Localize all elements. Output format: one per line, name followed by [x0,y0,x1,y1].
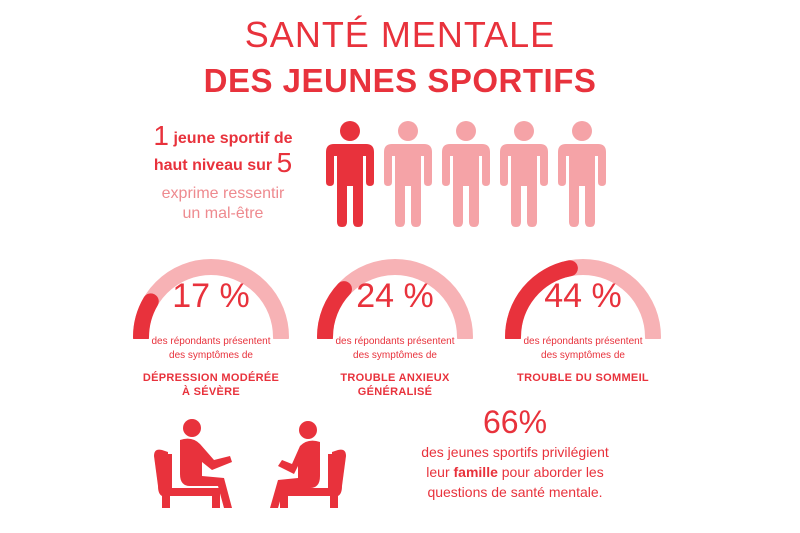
armchair-conversation-icon [154,419,346,508]
gauge-label-1: TROUBLE ANXIEUX [340,372,450,384]
gauge-desc-1: des répondants présentent [523,336,643,347]
person-icon [442,121,490,227]
family-stat-line-2-post: pour aborder les [497,464,604,480]
gauge-percent: 24 % [356,277,434,315]
gauge-sleep: 44 % des répondants présentent des sympt… [500,255,666,405]
ratio-stat: 1 jeune sportif de haut niveau sur 5 exp… [138,122,308,224]
gauge-label-1: TROUBLE DU SOMMEIL [517,372,649,384]
title-line-1: SANTÉ MENTALE [244,14,556,55]
gauge-label-2: À SÉVÈRE [181,386,241,398]
gauge-fill [505,260,578,345]
gauge-arc [317,259,473,345]
gauge-anxiety: 24 % des répondants présentent des sympt… [312,255,478,405]
gauge-desc-1: des répondants présentent [151,336,271,347]
ratio-number-2: 5 [276,147,293,178]
gauge-desc-2: des symptômes de [541,350,625,361]
family-stat-line-2-pre: leur [426,464,454,480]
ratio-text-2: haut niveau sur [153,157,273,174]
family-stat: 66% des jeunes sportifs privilégient leu… [390,404,640,502]
gauge-fill [133,293,159,345]
family-stat-line-1: des jeunes sportifs privilégient [421,444,609,460]
family-stat-number: 66% [482,404,548,440]
ratio-sub-2: un mal-être [182,205,264,222]
gauge-desc-2: des symptômes de [169,350,253,361]
family-stat-keyword: famille [453,464,498,480]
person-icon [558,121,606,227]
gauge-depression: 17 % des répondants présentent des sympt… [128,255,294,405]
gauge-arc [505,259,661,345]
family-stat-line-3: questions de santé mentale. [427,484,603,500]
gauge-desc-1: des répondants présentent [335,336,455,347]
ratio-sub-1: exprime ressentir [161,185,285,202]
person-icon [326,121,374,227]
people-row [326,121,606,227]
gauge-percent: 44 % [544,277,622,315]
ratio-number-1: 1 [153,120,169,151]
title-line-2: DES JEUNES SPORTIFS [203,62,597,99]
gauge-label-2: GÉNÉRALISÉ [357,386,433,398]
gauge-fill [317,281,352,345]
gauge-percent: 17 % [172,277,250,315]
person-icon [384,121,432,227]
gauge-arc [133,259,289,345]
ratio-text-1: jeune sportif de [173,130,293,147]
gauge-label-1: DÉPRESSION MODÉRÉE [142,372,280,384]
gauge-desc-2: des symptômes de [353,350,437,361]
person-icon [500,121,548,227]
